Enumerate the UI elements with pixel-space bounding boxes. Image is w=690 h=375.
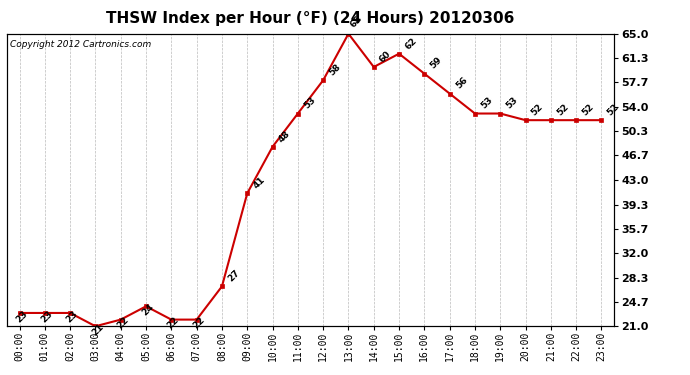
Text: 22: 22 [166, 315, 181, 331]
Text: 27: 27 [226, 268, 242, 284]
Text: 58: 58 [327, 62, 342, 78]
Text: 24: 24 [141, 302, 156, 317]
Text: 62: 62 [403, 36, 418, 51]
Text: 52: 52 [606, 102, 621, 117]
Text: 23: 23 [39, 309, 55, 324]
Text: 22: 22 [191, 315, 206, 331]
Text: 65: 65 [348, 14, 364, 30]
Text: 53: 53 [504, 96, 520, 111]
Text: 52: 52 [530, 102, 545, 117]
Text: THSW Index per Hour (°F) (24 Hours) 20120306: THSW Index per Hour (°F) (24 Hours) 2012… [106, 11, 515, 26]
Text: 53: 53 [479, 96, 494, 111]
Text: 48: 48 [277, 129, 292, 144]
Text: 22: 22 [115, 315, 130, 331]
Text: 41: 41 [251, 175, 267, 190]
Text: 23: 23 [65, 309, 80, 324]
Text: 52: 52 [580, 102, 595, 117]
Text: 52: 52 [555, 102, 570, 117]
Text: 56: 56 [454, 76, 469, 91]
Text: Copyright 2012 Cartronics.com: Copyright 2012 Cartronics.com [10, 40, 151, 49]
Text: 23: 23 [14, 309, 29, 324]
Text: 60: 60 [378, 49, 393, 64]
Text: 59: 59 [428, 56, 444, 71]
Text: 21: 21 [90, 322, 105, 338]
Text: 53: 53 [302, 96, 317, 111]
